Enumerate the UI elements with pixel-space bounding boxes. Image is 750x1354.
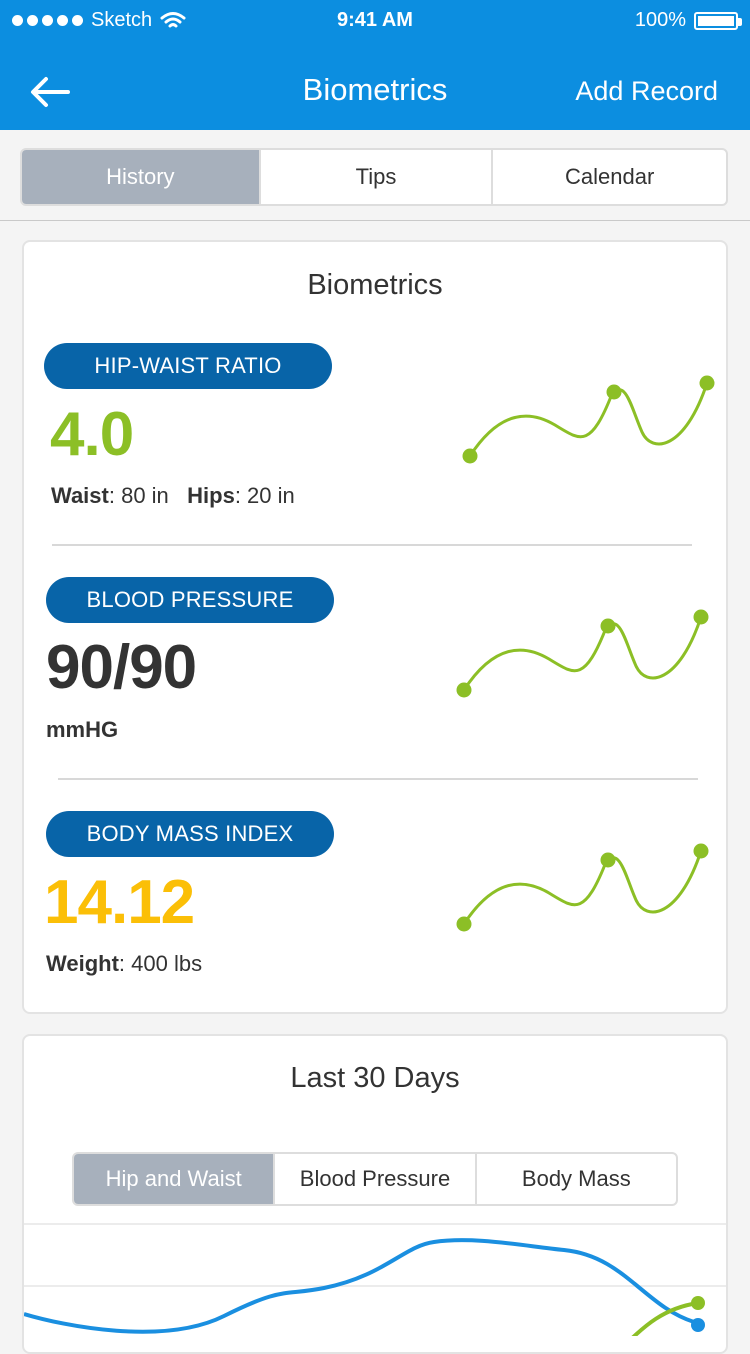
tab-calendar[interactable]: Calendar (565, 164, 655, 189)
hip-waist-ratio-value: 4.0 (50, 400, 134, 469)
blood-pressure-unit: mmHG (46, 717, 119, 742)
signal-icon (12, 15, 83, 26)
last-30-days-card: Last 30 Days Hip and Waist Blood Pressur… (22, 1034, 728, 1354)
tab-body-mass[interactable]: Body Mass (521, 1166, 631, 1191)
segmented-control: History Tips Calendar (20, 148, 728, 206)
waist-hips-detail: Waist: 80 in Hips: 20 in (51, 483, 295, 508)
add-record-button[interactable]: Add Record (575, 76, 718, 106)
app-header: Sketch 9:41 AM 100% Biometrics Add Recor… (0, 0, 750, 130)
divider (58, 778, 698, 780)
blood-pressure-sparkline (456, 609, 709, 698)
trend-point (691, 1296, 705, 1310)
biometrics-card: Biometrics HIP-WAIST RATIO 4.0 Waist: 80… (22, 240, 728, 1014)
status-time: 9:41 AM (337, 9, 413, 31)
body-mass-index-value: 14.12 (44, 868, 195, 937)
weight-detail: Weight: 400 lbs (46, 951, 203, 976)
body-mass-index-label: BODY MASS INDEX (46, 811, 334, 857)
body-mass-index-sparkline (456, 843, 709, 932)
carrier-name: Sketch (91, 9, 153, 31)
page-title: Biometrics (302, 72, 448, 107)
tab-history[interactable]: History (22, 150, 261, 204)
blood-pressure-label: BLOOD PRESSURE (46, 577, 334, 623)
battery-percent: 100% (634, 9, 686, 31)
hip-and-waist-trend-line (24, 1238, 699, 1334)
hip-waist-ratio-label: HIP-WAIST RATIO (44, 343, 332, 389)
card-title: Last 30 Days (290, 1062, 460, 1094)
battery-icon (694, 11, 742, 30)
tab-blood-pressure[interactable]: Blood Pressure (275, 1154, 477, 1204)
tab-hip-and-waist[interactable]: Hip and Waist (74, 1154, 276, 1204)
tab-tips[interactable]: Tips (261, 150, 494, 204)
status-bar: Sketch 9:41 AM 100% (0, 0, 750, 40)
nav-bar: Biometrics Add Record (0, 60, 750, 124)
blood-pressure-value: 90/90 (46, 633, 197, 702)
arrow-left-icon[interactable] (28, 74, 72, 110)
trend-point (691, 1318, 705, 1332)
wifi-icon (160, 11, 186, 27)
tab-bar: History Tips Calendar (0, 130, 750, 221)
trend-chart (24, 1223, 726, 1336)
divider (52, 544, 692, 546)
secondary-trend-line (631, 1301, 699, 1336)
chart-segmented-control: Hip and Waist Blood Pressure Body Mass (72, 1152, 678, 1206)
hip-waist-sparkline (462, 375, 715, 464)
card-title: Biometrics (307, 269, 443, 301)
